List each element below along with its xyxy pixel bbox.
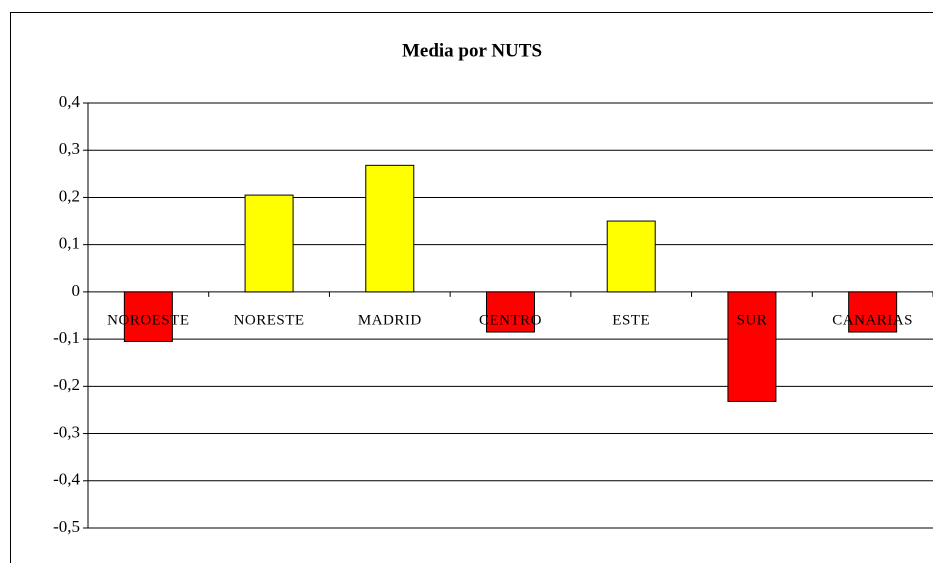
bar	[244, 194, 294, 293]
x-tick-label: NORESTE	[234, 312, 305, 328]
x-tick-label: NOROESTE	[107, 312, 189, 328]
bar	[123, 291, 173, 342]
x-tick-label: SUR	[737, 312, 768, 328]
y-tick-label: -0,1	[53, 328, 80, 347]
bar	[848, 291, 898, 333]
chart-frame	[10, 12, 933, 563]
x-tick-label: ESTE	[612, 312, 650, 328]
bar	[486, 291, 535, 333]
y-tick-label: -0,2	[53, 375, 80, 394]
bar	[606, 220, 656, 293]
y-tick-label: 0,4	[59, 92, 81, 111]
x-tick-label: CENTRO	[479, 312, 542, 328]
y-tick-label: 0,3	[59, 139, 80, 158]
y-tick-label: 0,1	[59, 234, 80, 253]
chart-title: Media por NUTS	[402, 40, 542, 61]
bar	[727, 291, 777, 402]
y-tick-label: -0,3	[53, 422, 80, 441]
y-tick-label: 0	[72, 281, 81, 300]
y-tick-label: -0,4	[53, 470, 80, 489]
x-tick-label: MADRID	[358, 312, 422, 328]
y-tick-label: -0,5	[53, 517, 80, 536]
x-tick-label: CANARIAS	[832, 312, 913, 328]
bar	[365, 164, 415, 293]
y-tick-label: 0,2	[59, 186, 80, 205]
